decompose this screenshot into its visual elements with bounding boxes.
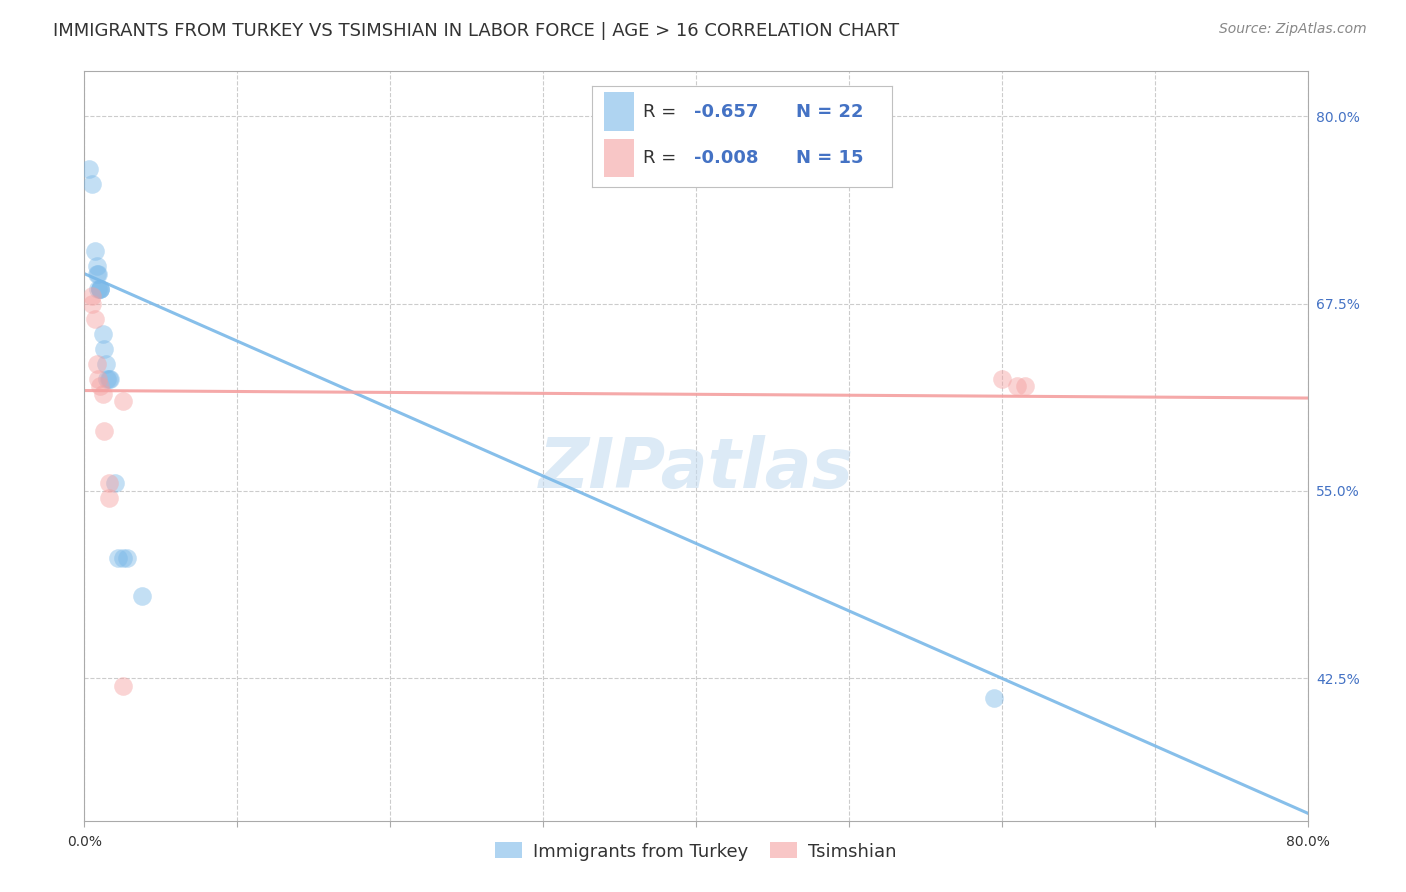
Point <box>983 690 1005 705</box>
Point <box>1005 379 1028 393</box>
Point <box>97 491 120 506</box>
Point <box>80 177 103 191</box>
Point <box>111 394 134 409</box>
Text: Source: ZipAtlas.com: Source: ZipAtlas.com <box>1219 22 1367 37</box>
Point <box>87 282 110 296</box>
Point <box>96 371 118 385</box>
Point <box>89 282 111 296</box>
Point <box>80 296 103 310</box>
Point <box>86 267 108 281</box>
Point <box>89 379 111 393</box>
Point <box>86 357 108 371</box>
Point <box>97 371 120 385</box>
Point <box>86 259 108 273</box>
Point <box>98 371 121 385</box>
Point <box>89 282 111 296</box>
Point <box>84 311 107 326</box>
Point <box>111 551 134 566</box>
Point <box>111 679 134 693</box>
Point <box>87 267 110 281</box>
Point <box>93 342 115 356</box>
Point <box>131 589 153 603</box>
Point <box>87 371 110 385</box>
Point <box>991 371 1014 385</box>
Point <box>97 476 120 491</box>
Text: ZIPatlas: ZIPatlas <box>538 435 853 502</box>
Point <box>91 386 114 401</box>
Point <box>80 289 103 303</box>
Point <box>94 357 117 371</box>
Text: IMMIGRANTS FROM TURKEY VS TSIMSHIAN IN LABOR FORCE | AGE > 16 CORRELATION CHART: IMMIGRANTS FROM TURKEY VS TSIMSHIAN IN L… <box>53 22 900 40</box>
Point <box>93 424 115 438</box>
Point <box>104 476 127 491</box>
Point <box>77 161 100 176</box>
Point <box>91 326 114 341</box>
Point <box>89 282 111 296</box>
Point <box>1014 379 1036 393</box>
Point <box>107 551 129 566</box>
Point <box>84 244 107 259</box>
Point <box>115 551 138 566</box>
Legend: Immigrants from Turkey, Tsimshian: Immigrants from Turkey, Tsimshian <box>488 835 904 868</box>
